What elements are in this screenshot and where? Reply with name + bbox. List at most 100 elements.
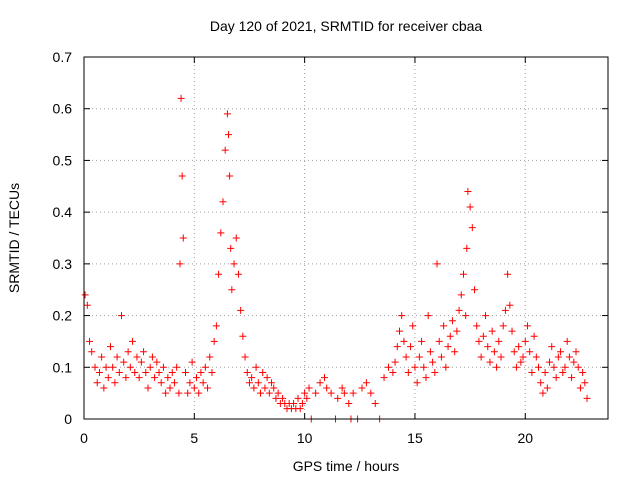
data-point [340,389,348,397]
data-point [572,348,580,356]
data-point [358,384,366,392]
x-tick-label: 0 [80,430,88,446]
data-point [237,306,245,314]
data-point [464,187,472,195]
data-point [164,374,172,382]
data-point [504,270,512,278]
data-point [528,368,536,376]
data-point [170,379,178,387]
data-point [109,363,117,371]
x-tick-label: 20 [517,430,533,446]
data-point [384,363,392,371]
data-point [296,405,304,413]
data-point [532,353,540,361]
data-point [415,353,423,361]
data-point [178,172,186,180]
data-point [227,244,235,252]
data-point [431,368,439,376]
plot-frame [83,56,609,420]
data-point [199,379,207,387]
data-point [455,306,463,314]
data-point [226,172,234,180]
data-point [362,379,370,387]
data-point [157,379,165,387]
data-point [523,322,531,330]
data-point [241,353,249,361]
data-point [305,384,313,392]
y-axis-label: SRMTID / TECUs [6,183,22,293]
data-point [411,363,419,371]
data-point [232,234,240,242]
data-point [371,399,379,407]
data-point [252,363,260,371]
data-point [389,368,397,376]
data-point [166,384,174,392]
data-point [539,389,547,397]
data-point [327,389,335,397]
data-point [98,353,106,361]
data-point [440,322,448,330]
data-point [104,374,112,382]
data-point [486,358,494,366]
data-point [168,368,176,376]
data-point [212,322,220,330]
data-point [239,332,247,340]
data-point [477,353,485,361]
data-point [320,374,328,382]
data-point [391,358,399,366]
data-point [576,384,584,392]
data-point [471,286,479,294]
data-point [506,301,514,309]
data-point [228,286,236,294]
data-point [519,353,527,361]
data-point [151,374,159,382]
data-point [338,384,346,392]
data-point [225,131,233,139]
data-point [535,363,543,371]
data-point [186,379,194,387]
data-point [420,363,428,371]
data-point [173,363,181,371]
data-point [437,353,445,361]
data-point [274,389,282,397]
data-point [583,394,591,402]
data-point [422,374,430,382]
grid-layer [84,57,608,419]
data-point [290,399,298,407]
data-point [181,368,189,376]
data-point [131,368,139,376]
data-point [561,363,569,371]
data-point [435,337,443,345]
data-point [263,374,271,382]
data-point [219,198,227,206]
data-point [230,260,238,268]
data-point [581,379,589,387]
data-point [444,343,452,351]
data-point [268,379,276,387]
data-point [501,306,509,314]
data-point [217,229,225,237]
data-point [190,384,198,392]
data-point [193,374,201,382]
data-point [122,374,130,382]
data-point [254,379,262,387]
data-point [279,394,287,402]
data-point [261,384,269,392]
data-point [541,368,549,376]
data-point [568,374,576,382]
data-point [102,363,110,371]
data-point [115,368,123,376]
data-point [248,374,256,382]
y-tick-label: 0.2 [53,308,73,324]
data-point [448,317,456,325]
data-point [515,343,523,351]
data-point [463,244,471,252]
data-point [124,348,132,356]
data-point [83,301,91,309]
data-point [118,312,126,320]
data-point [526,348,534,356]
data-point [323,384,331,392]
data-point [176,260,184,268]
